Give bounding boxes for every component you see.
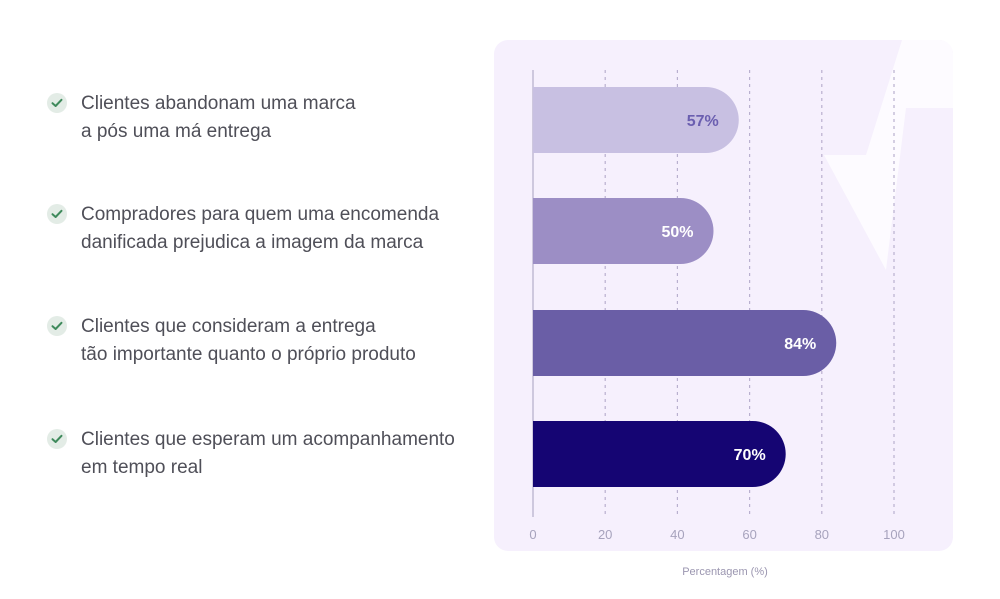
stat-item-3: Clientes que consideram a entrega tão im… [47,313,416,369]
x-axis-label: Percentagem (%) [682,566,768,578]
bar [533,87,739,153]
bar-value-label: 70% [734,447,766,464]
x-tick-label: 0 [529,527,536,542]
stat-line: Clientes que consideram a entrega [81,316,376,337]
x-tick-label: 20 [598,527,612,542]
stat-item-1: Clientes abandonam uma marca a pós uma m… [47,90,356,146]
stat-line: Compradores para quem uma encomenda [81,204,440,225]
stat-line: a pós uma má entrega [81,121,272,142]
stat-line: em tempo real [81,457,203,478]
stat-line: Clientes que esperam um acompanhamento [81,429,455,450]
stat-text: Clientes abandonam uma marca a pós uma m… [81,90,356,146]
stat-item-4: Clientes que esperam um acompanhamento e… [47,426,455,482]
checkmark-icon [47,316,67,336]
stats-list: Clientes abandonam uma marca a pós uma m… [47,0,497,599]
bar [533,421,786,487]
stat-item-2: Compradores para quem uma encomenda dani… [47,201,439,257]
checkmark-icon [47,204,67,224]
bar [533,198,714,264]
x-tick-label: 40 [670,527,684,542]
checkmark-icon [47,429,67,449]
bar [533,310,837,376]
bar-value-label: 84% [784,336,816,353]
chart-panel: 57% 50% 84% 70% 0 20 40 60 80 100 [494,40,953,551]
x-tick-label: 100 [883,527,905,542]
stat-text: Clientes que consideram a entrega tão im… [81,313,416,369]
lightning-bolt-icon [824,40,953,270]
stat-line: danificada prejudica a imagem da marca [81,232,424,253]
x-tick-label: 60 [742,527,756,542]
bar-value-label: 50% [661,224,693,241]
stat-line: Clientes abandonam uma marca [81,93,356,114]
checkmark-icon [47,93,67,113]
x-tick-label: 80 [815,527,829,542]
bar-chart: 57% 50% 84% 70% 0 20 40 60 80 100 [529,40,953,542]
bar-value-label: 57% [687,113,719,130]
stat-text: Compradores para quem uma encomenda dani… [81,201,439,257]
stat-line: tão importante quanto o próprio produto [81,344,416,365]
stat-text: Clientes que esperam um acompanhamento e… [81,426,455,482]
